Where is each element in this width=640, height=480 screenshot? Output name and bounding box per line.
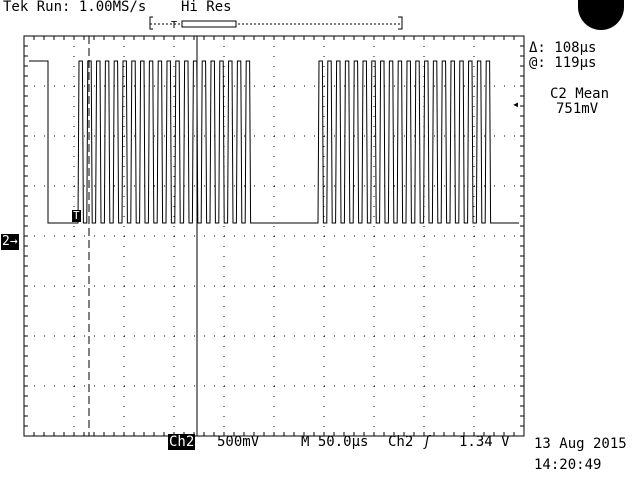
measurement-value: 751mV <box>556 101 599 117</box>
visible-window-marker <box>181 20 237 28</box>
record-window-bracket: T <box>149 16 403 31</box>
footer-date: 13 Aug 2015 <box>534 436 627 452</box>
bracket-left <box>149 16 153 30</box>
cursor-delta-readout: Δ: 108µs <box>529 40 597 56</box>
footer-channel: Ch2 <box>168 434 196 450</box>
footer-timebase: M 50.0µs <box>301 434 369 450</box>
acquisition-mode: Hi Res <box>181 0 232 15</box>
footer-volts-per-div: 500mV <box>217 434 260 450</box>
footer-trigger-level: 1.34 V <box>459 434 510 450</box>
measurement-marker-icon: ◂ <box>512 97 520 111</box>
cursor-position-readout: @: 119µs <box>529 55 597 71</box>
footer-trigger-source: Ch2 <box>388 434 414 450</box>
graticule <box>23 35 525 437</box>
measurement-name: C2 Mean <box>550 86 610 102</box>
bracket-right <box>398 16 403 30</box>
rising-edge-icon: ʃ <box>423 434 432 450</box>
channel-2-ground-marker: 2→ <box>1 234 19 250</box>
acquisition-status: Tek Run: 1.00MS/s <box>3 0 147 15</box>
trigger-position-marker: T <box>72 209 81 222</box>
footer-time: 14:20:49 <box>534 457 602 473</box>
ch2-waveform-trace <box>29 60 519 224</box>
header-trigger-icon: T <box>171 20 177 31</box>
